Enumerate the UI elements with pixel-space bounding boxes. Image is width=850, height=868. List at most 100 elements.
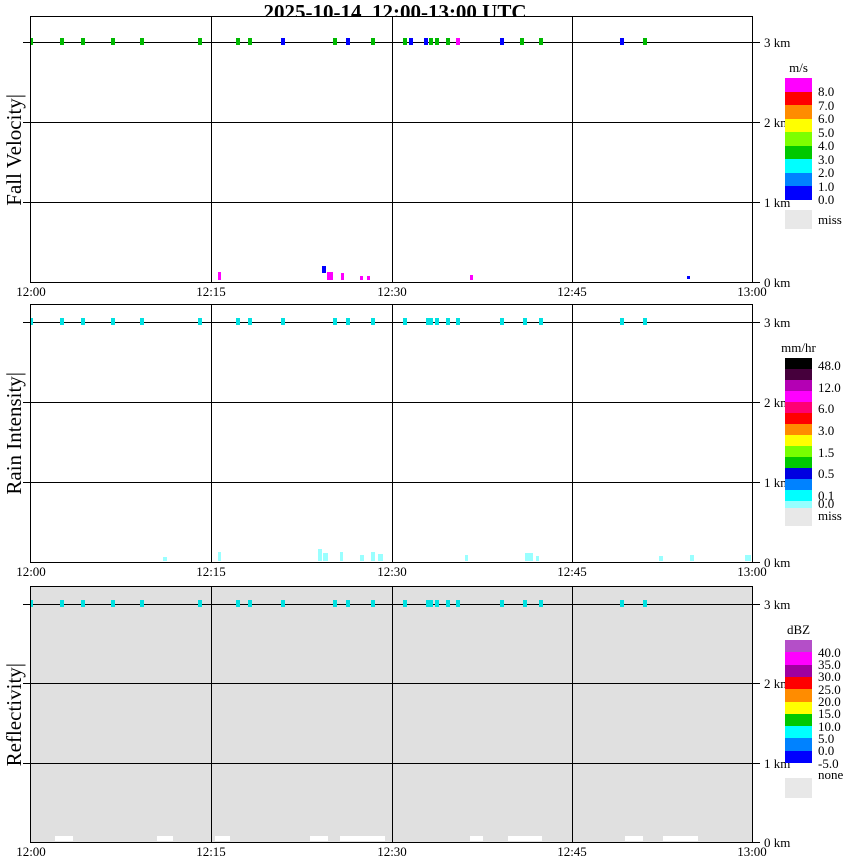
data-mark-low bbox=[340, 552, 343, 561]
data-mark-3km bbox=[346, 600, 350, 607]
data-mark-low bbox=[310, 836, 328, 841]
colorbar-segment bbox=[785, 435, 812, 447]
data-mark-low bbox=[327, 272, 333, 280]
data-mark-low bbox=[371, 552, 375, 561]
colorbar-segment bbox=[785, 145, 812, 160]
data-mark-3km bbox=[60, 318, 64, 325]
data-mark-3km bbox=[198, 318, 202, 325]
colorbar-tick-label: 6.0 bbox=[818, 400, 835, 416]
time-tick-label: 13:00 bbox=[737, 284, 767, 299]
horizontal-gridline bbox=[31, 763, 752, 764]
data-mark-3km bbox=[435, 600, 439, 607]
data-mark-low bbox=[323, 553, 328, 561]
data-mark-3km bbox=[111, 600, 115, 607]
data-mark-3km bbox=[539, 600, 543, 607]
time-tick-label: 12:00 bbox=[16, 564, 46, 579]
data-mark-3km bbox=[523, 600, 527, 607]
colorbar-tick-label: 0.1 bbox=[818, 487, 835, 503]
time-tick-label: 12:30 bbox=[377, 564, 407, 579]
data-mark-3km bbox=[281, 318, 285, 325]
y-axis-title: Fall Velocity| bbox=[1, 93, 26, 206]
data-mark-3km bbox=[429, 318, 433, 325]
left-axis-tick bbox=[23, 763, 30, 764]
colorbar-tick-label: 0.0 bbox=[818, 192, 835, 207]
time-tick-label: 12:15 bbox=[196, 284, 226, 299]
data-mark-3km bbox=[248, 600, 252, 607]
colorbar-tick-label: 20.0 bbox=[818, 694, 841, 709]
data-mark-3km bbox=[523, 318, 527, 325]
data-mark-3km bbox=[429, 38, 433, 45]
data-mark-3km bbox=[81, 600, 85, 607]
data-mark-3km bbox=[236, 38, 240, 45]
colorbar-segment bbox=[785, 664, 812, 678]
colorbar-segment bbox=[785, 159, 812, 173]
data-mark-low bbox=[341, 273, 344, 280]
colorbar-tick-label: 3.0 bbox=[818, 422, 835, 438]
colorbar-segment bbox=[785, 738, 812, 752]
colorbar-segment bbox=[785, 676, 812, 690]
colorbar-missing-label: miss bbox=[818, 211, 842, 227]
colorbar-tick-label: 3.0 bbox=[818, 151, 835, 167]
data-mark-3km bbox=[281, 38, 285, 45]
data-mark-low bbox=[215, 836, 230, 841]
time-tick-label: 12:45 bbox=[557, 564, 587, 579]
time-tick-label: 12:45 bbox=[557, 284, 587, 299]
colorbar-tick-label: 15.0 bbox=[818, 706, 841, 722]
data-mark-low bbox=[163, 557, 167, 561]
right-axis-tick bbox=[752, 482, 760, 483]
time-tick-label: 12:00 bbox=[16, 284, 46, 299]
data-mark-3km bbox=[539, 38, 543, 45]
right-axis-tick bbox=[752, 42, 760, 43]
data-mark-3km bbox=[456, 38, 460, 45]
horizontal-gridline bbox=[31, 402, 752, 403]
left-axis-tick bbox=[23, 482, 30, 483]
data-mark-low bbox=[536, 556, 539, 561]
colorbar-tick-label: -5.0 bbox=[818, 755, 839, 771]
data-mark-3km bbox=[620, 318, 624, 325]
colorbar-tick-label: 25.0 bbox=[818, 681, 841, 697]
data-mark-low bbox=[322, 266, 326, 273]
right-axis-tick bbox=[752, 122, 760, 123]
colorbar-segment bbox=[785, 726, 812, 739]
right-axis-tick bbox=[752, 402, 760, 403]
colorbar-segment bbox=[785, 640, 812, 653]
colorbar-missing-swatch bbox=[785, 508, 812, 526]
data-mark-3km bbox=[31, 600, 33, 607]
data-mark-3km bbox=[371, 38, 375, 45]
colorbar-segment bbox=[785, 91, 812, 106]
data-mark-3km bbox=[248, 318, 252, 325]
data-mark-low bbox=[218, 552, 221, 561]
data-mark-3km bbox=[60, 600, 64, 607]
left-axis-tick bbox=[23, 402, 30, 403]
data-mark-3km bbox=[236, 318, 240, 325]
right-axis-tick bbox=[752, 842, 760, 843]
colorbar-segment bbox=[785, 402, 812, 414]
right-axis-tick bbox=[752, 202, 760, 203]
colorbar-tick-label: 5.0 bbox=[818, 730, 835, 746]
time-tick-label: 13:00 bbox=[737, 844, 767, 859]
colorbar-tick-label: 30.0 bbox=[818, 669, 841, 685]
data-mark-3km bbox=[435, 38, 439, 45]
time-tick-label: 12:45 bbox=[557, 844, 587, 859]
horizontal-gridline bbox=[31, 683, 752, 684]
data-mark-3km bbox=[346, 38, 350, 45]
colorbar-segment bbox=[785, 689, 812, 702]
left-axis-tick bbox=[23, 604, 30, 605]
colorbar-missing-label: miss bbox=[818, 507, 842, 523]
data-mark-3km bbox=[140, 318, 144, 325]
data-mark-low bbox=[55, 836, 73, 841]
horizontal-gridline bbox=[31, 482, 752, 483]
data-mark-3km bbox=[140, 600, 144, 607]
data-mark-3km bbox=[446, 38, 450, 45]
colorbar-segment bbox=[785, 413, 812, 425]
data-mark-low bbox=[745, 555, 751, 561]
colorbar-segment bbox=[785, 172, 812, 187]
data-mark-3km bbox=[643, 38, 647, 45]
colorbar-tick-label: 7.0 bbox=[818, 97, 835, 113]
data-mark-3km bbox=[435, 318, 439, 325]
data-mark-3km bbox=[140, 38, 144, 45]
time-tick-label: 12:15 bbox=[196, 564, 226, 579]
km-tick-label: 0 km bbox=[764, 835, 791, 850]
data-mark-3km bbox=[333, 600, 337, 607]
data-mark-3km bbox=[198, 600, 202, 607]
